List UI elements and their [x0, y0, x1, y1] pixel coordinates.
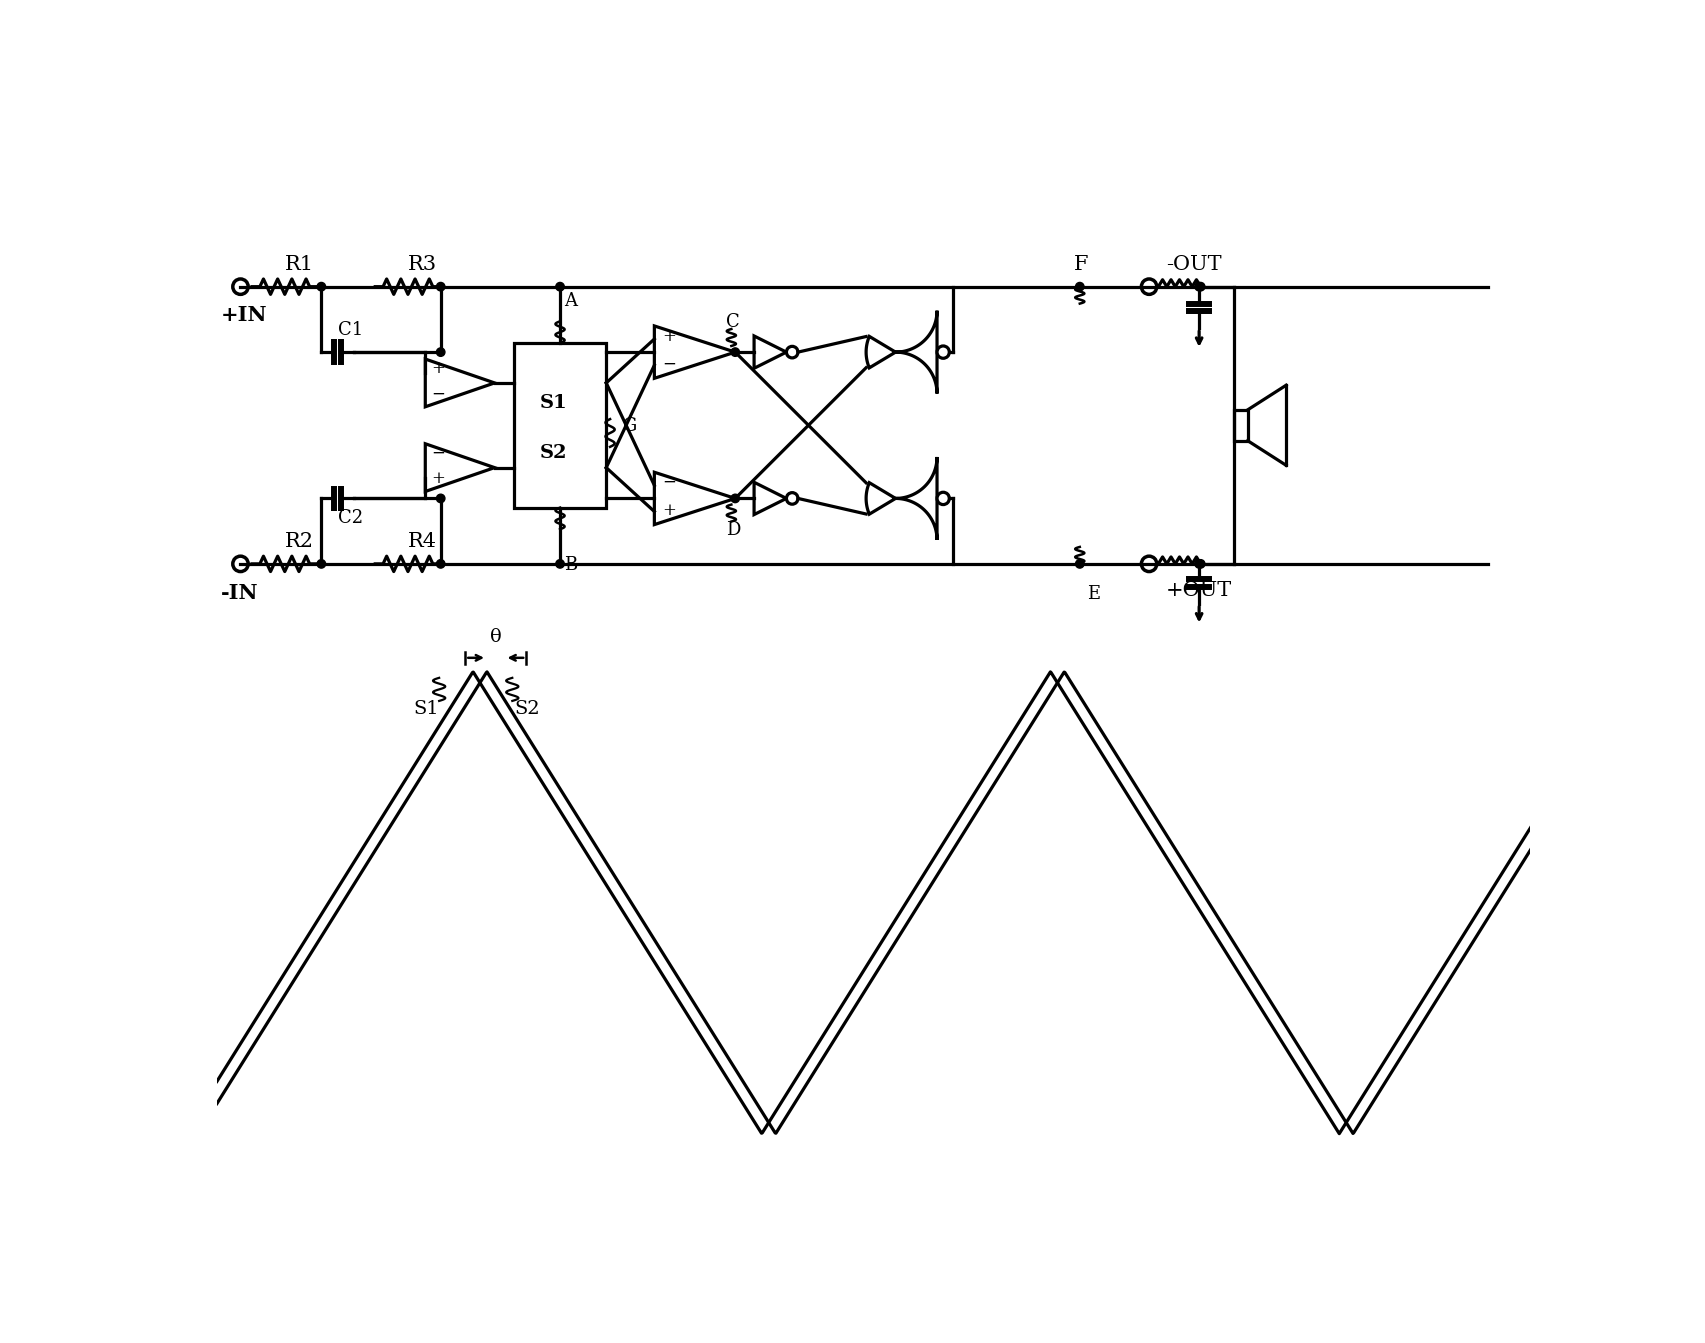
Text: G: G — [624, 418, 638, 435]
Text: −: − — [431, 385, 445, 403]
Polygon shape — [754, 336, 786, 368]
Circle shape — [1197, 560, 1205, 568]
Text: C1: C1 — [338, 321, 363, 340]
Polygon shape — [425, 443, 494, 492]
Text: F: F — [1074, 255, 1088, 274]
Text: +: + — [662, 502, 675, 520]
Text: S2: S2 — [515, 700, 540, 719]
Text: R4: R4 — [407, 532, 436, 551]
Text: S1: S1 — [414, 700, 440, 719]
Text: C: C — [726, 313, 740, 332]
Text: S1: S1 — [540, 395, 568, 412]
Circle shape — [317, 282, 326, 291]
Polygon shape — [866, 457, 938, 540]
Circle shape — [938, 493, 950, 505]
Text: B: B — [564, 556, 576, 573]
Text: −: − — [662, 474, 675, 492]
Circle shape — [1195, 560, 1204, 568]
Text: C2: C2 — [338, 509, 363, 526]
Text: D: D — [726, 521, 740, 540]
Circle shape — [731, 494, 740, 502]
Circle shape — [436, 348, 445, 356]
Text: -IN: -IN — [222, 583, 259, 603]
Circle shape — [1197, 282, 1205, 291]
Polygon shape — [866, 310, 938, 393]
Text: +: + — [662, 328, 675, 345]
Circle shape — [556, 282, 564, 291]
Circle shape — [556, 560, 564, 568]
Circle shape — [938, 346, 950, 359]
Polygon shape — [425, 359, 494, 407]
Text: −: − — [431, 445, 445, 462]
Text: R1: R1 — [285, 255, 314, 274]
Text: -OUT: -OUT — [1166, 255, 1222, 274]
Circle shape — [436, 494, 445, 502]
Text: +: + — [431, 360, 445, 377]
Circle shape — [1076, 282, 1084, 291]
Polygon shape — [655, 326, 735, 379]
Circle shape — [436, 560, 445, 568]
Text: R2: R2 — [285, 532, 314, 551]
Circle shape — [436, 282, 445, 291]
Bar — [1234, 410, 1248, 441]
Text: S2: S2 — [540, 443, 568, 462]
Circle shape — [317, 560, 326, 568]
Text: R3: R3 — [407, 255, 436, 274]
Circle shape — [1076, 560, 1084, 568]
Circle shape — [1195, 282, 1204, 291]
Polygon shape — [754, 482, 786, 514]
Text: −: − — [662, 356, 675, 373]
Text: A: A — [564, 291, 576, 310]
Text: +IN: +IN — [222, 305, 268, 325]
Bar — [513, 342, 607, 508]
Text: +OUT: +OUT — [1166, 582, 1233, 600]
Text: +: + — [431, 470, 445, 488]
Polygon shape — [655, 473, 735, 525]
Circle shape — [786, 346, 798, 357]
Text: θ: θ — [491, 629, 501, 646]
Text: E: E — [1088, 584, 1101, 603]
Circle shape — [786, 493, 798, 504]
Circle shape — [731, 348, 740, 356]
